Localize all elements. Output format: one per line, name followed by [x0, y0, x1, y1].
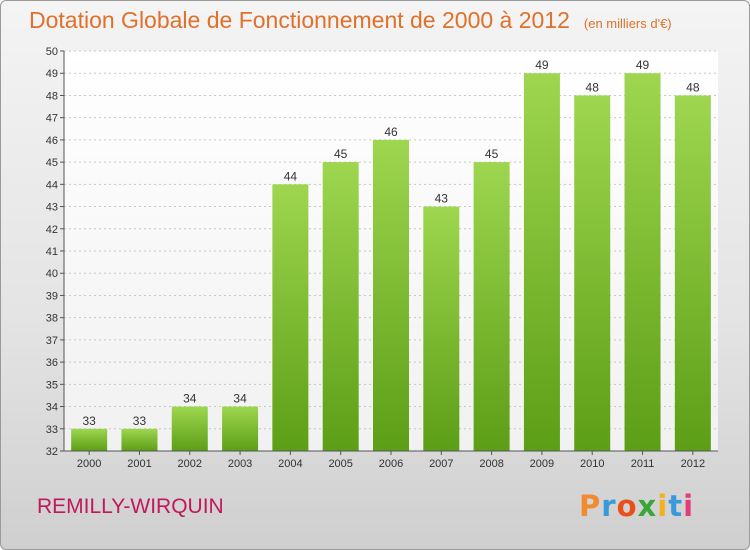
- bar-2005: [322, 162, 359, 451]
- bar-2000: [71, 428, 108, 451]
- y-tick-label: 49: [46, 68, 58, 80]
- x-tick-label-2012: 2012: [681, 458, 705, 470]
- x-tick-label-2010: 2010: [580, 458, 604, 470]
- y-tick-label: 38: [46, 313, 58, 325]
- bar-2002: [171, 406, 208, 451]
- bar-2004: [272, 184, 309, 452]
- x-tick-label-2009: 2009: [530, 458, 554, 470]
- data-label-2008: 45: [485, 147, 499, 161]
- y-tick-label: 37: [46, 335, 58, 347]
- data-label-2011: 49: [636, 58, 650, 72]
- x-tick-label-2005: 2005: [328, 458, 352, 470]
- y-tick-label: 32: [46, 446, 58, 458]
- logo-letter: i: [657, 489, 669, 523]
- y-tick-label: 48: [46, 90, 58, 102]
- data-label-2003: 34: [233, 392, 247, 406]
- data-label-2000: 33: [82, 414, 96, 428]
- x-axis-ticks: 2000 2001 2002 2003 2004 2005 2006 2007 2008 2009…: [77, 451, 705, 470]
- y-tick-label: 43: [46, 202, 58, 214]
- bar-2011: [624, 73, 661, 451]
- x-tick-label-2007: 2007: [429, 458, 453, 470]
- bar-2012: [674, 95, 711, 451]
- x-tick-label-2006: 2006: [379, 458, 403, 470]
- x-tick-label-2001: 2001: [127, 458, 151, 470]
- data-label-2004: 44: [284, 169, 298, 183]
- x-tick-label-2004: 2004: [278, 458, 302, 470]
- y-tick-label: 44: [46, 179, 58, 191]
- data-label-2005: 45: [334, 147, 348, 161]
- data-label-2001: 33: [133, 414, 147, 428]
- logo-letter: i: [683, 489, 695, 523]
- y-tick-label: 46: [46, 135, 58, 147]
- chart-subtitle: (en milliers d'€): [583, 16, 672, 31]
- bars: 33 33 34 34 44 45 46 43 45 49 48 49 48: [71, 58, 711, 452]
- y-tick-label: 39: [46, 290, 58, 302]
- y-tick-label: 47: [46, 113, 58, 125]
- y-tick-label: 36: [46, 357, 58, 369]
- bar-2003: [222, 406, 259, 451]
- axes: [63, 51, 718, 452]
- y-tick-label: 45: [46, 157, 58, 169]
- bar-2008: [473, 162, 510, 451]
- data-label-2010: 48: [586, 80, 600, 94]
- x-tick-label-2002: 2002: [178, 458, 202, 470]
- data-label-2006: 46: [384, 125, 398, 139]
- y-tick-label: 35: [46, 379, 58, 391]
- y-tick-label: 33: [46, 424, 58, 436]
- bar-2007: [423, 206, 460, 451]
- bar-2006: [373, 139, 409, 451]
- x-tick-label-2003: 2003: [228, 458, 252, 470]
- bar-2010: [574, 95, 611, 451]
- logo-letter: x: [637, 489, 658, 523]
- y-tick-label: 50: [46, 46, 58, 58]
- logo-letter: o: [616, 489, 638, 523]
- y-tick-label: 34: [46, 402, 58, 414]
- proxiti-logo: Proxiti: [579, 489, 694, 523]
- data-label-2009: 49: [535, 58, 549, 72]
- x-tick-label-2000: 2000: [77, 458, 101, 470]
- logo-letter: t: [668, 489, 684, 523]
- data-label-2012: 48: [686, 80, 700, 94]
- bar-2009: [523, 73, 560, 451]
- chart-title: Dotation Globale de Fonctionnement de 20…: [29, 7, 672, 34]
- chart-title-text: Dotation Globale de Fonctionnement de 20…: [29, 7, 570, 33]
- x-tick-label-2008: 2008: [479, 458, 503, 470]
- data-label-2007: 43: [435, 192, 449, 206]
- data-label-2002: 34: [183, 392, 197, 406]
- logo-letter: r: [601, 489, 617, 523]
- bar-2001: [121, 428, 158, 451]
- x-tick-label-2011: 2011: [631, 458, 655, 470]
- logo-letter: P: [579, 489, 602, 523]
- y-tick-label: 40: [46, 268, 58, 280]
- y-axis-ticks: 32 33 34 35 36 37 38 39 40 41 42 43 44 45 46 47 48 49 50: [46, 46, 64, 458]
- y-tick-label: 42: [46, 224, 58, 236]
- commune-name: REMILLY-WIRQUIN: [37, 495, 224, 518]
- y-tick-label: 41: [46, 246, 58, 258]
